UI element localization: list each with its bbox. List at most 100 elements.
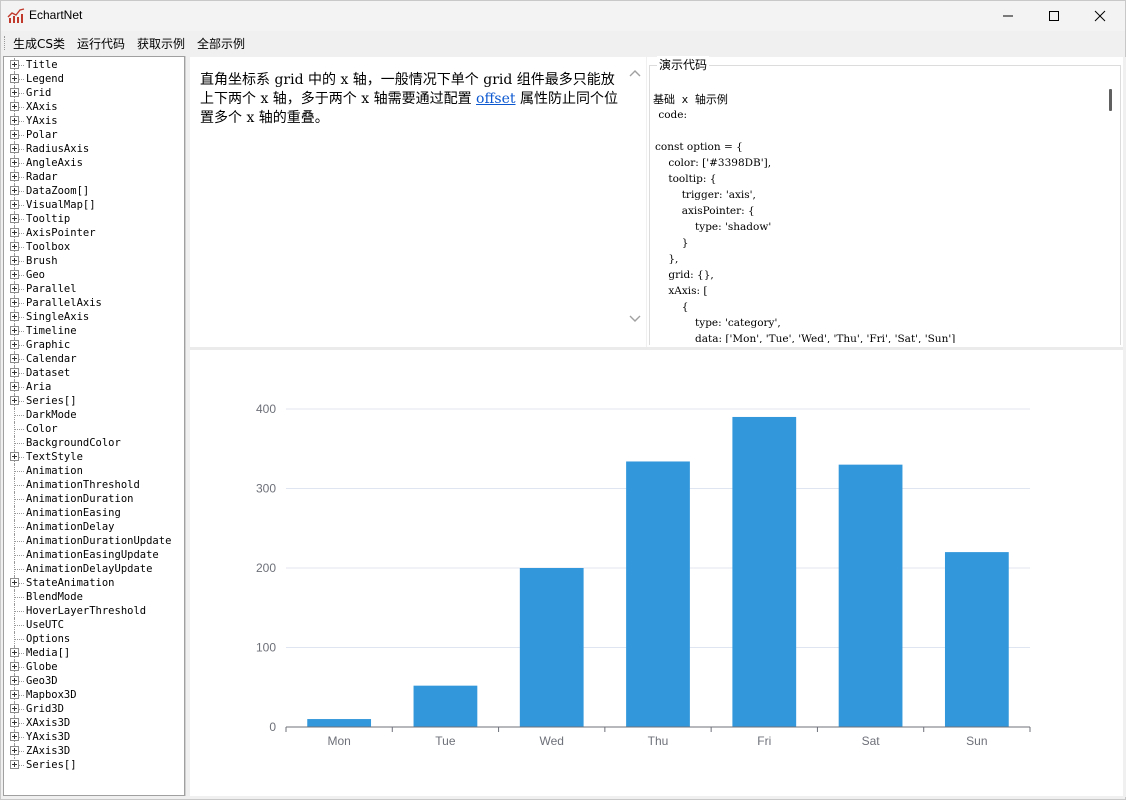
expand-plus-icon[interactable] [10,760,19,769]
expand-plus-icon[interactable] [10,298,19,307]
tree-item[interactable]: AnimationDelay [4,520,184,534]
tree-item[interactable]: HoverLayerThreshold [4,604,184,618]
expand-plus-icon[interactable] [10,130,19,139]
expand-plus-icon[interactable] [10,718,19,727]
menu-generate-cs-class[interactable]: 生成CS类 [13,37,65,51]
expand-plus-icon[interactable] [10,326,19,335]
vertical-splitter[interactable] [185,56,189,796]
tree-item[interactable]: AnimationEasingUpdate [4,548,184,562]
tree-item[interactable]: DarkMode [4,408,184,422]
expand-plus-icon[interactable] [10,312,19,321]
tree-item[interactable]: VisualMap[] [4,198,184,212]
expand-plus-icon[interactable] [10,144,19,153]
tree-item[interactable]: Brush [4,254,184,268]
tree-item[interactable]: Aria [4,380,184,394]
tree-item[interactable]: SingleAxis [4,310,184,324]
tree-item[interactable]: XAxis3D [4,716,184,730]
expand-plus-icon[interactable] [10,242,19,251]
tree-item[interactable]: ParallelAxis [4,296,184,310]
expand-plus-icon[interactable] [10,452,19,461]
offset-link[interactable]: offset [476,91,516,107]
expand-plus-icon[interactable] [10,368,19,377]
bar[interactable] [732,416,797,727]
bar[interactable] [307,719,372,727]
expand-plus-icon[interactable] [10,214,19,223]
close-button[interactable] [1077,1,1123,31]
expand-plus-icon[interactable] [10,690,19,699]
expand-plus-icon[interactable] [10,340,19,349]
tree-item[interactable]: Media[] [4,646,184,660]
code-textbox[interactable]: 基础 x 轴示例 code: const option = { color: [… [653,73,1105,343]
tree-item[interactable]: Animation [4,464,184,478]
tree-item[interactable]: Options [4,632,184,646]
bar[interactable] [944,552,1009,727]
scroll-up-arrow-icon[interactable] [628,67,642,79]
tree-item[interactable]: Geo3D [4,674,184,688]
tree-item[interactable]: Graphic [4,338,184,352]
menu-get-example[interactable]: 获取示例 [137,37,186,51]
tree-item[interactable]: XAxis [4,100,184,114]
expand-plus-icon[interactable] [10,354,19,363]
tree-item[interactable]: Polar [4,128,184,142]
expand-plus-icon[interactable] [10,732,19,741]
tree-item[interactable]: Grid3D [4,702,184,716]
tree-item[interactable]: UseUTC [4,618,184,632]
expand-plus-icon[interactable] [10,578,19,587]
tree-item[interactable]: BackgroundColor [4,436,184,450]
tree-item[interactable]: AnimationThreshold [4,478,184,492]
tree-item[interactable]: Dataset [4,366,184,380]
tree-item[interactable]: AxisPointer [4,226,184,240]
tree-item[interactable]: TextStyle [4,450,184,464]
tree-item[interactable]: StateAnimation [4,576,184,590]
tree-item[interactable]: Timeline [4,324,184,338]
tree-item[interactable]: Title [4,58,184,72]
expand-plus-icon[interactable] [10,382,19,391]
expand-plus-icon[interactable] [10,284,19,293]
tree-item[interactable]: BlendMode [4,590,184,604]
expand-plus-icon[interactable] [10,256,19,265]
tree-item[interactable]: RadiusAxis [4,142,184,156]
expand-plus-icon[interactable] [10,88,19,97]
tree-item[interactable]: AnimationDelayUpdate [4,562,184,576]
tree-item[interactable]: YAxis3D [4,730,184,744]
expand-plus-icon[interactable] [10,200,19,209]
scroll-down-arrow-icon[interactable] [628,313,642,325]
tree-item[interactable]: Series[] [4,394,184,408]
code-scrollbar-thumb[interactable] [1109,89,1112,111]
tree-item[interactable]: Mapbox3D [4,688,184,702]
expand-plus-icon[interactable] [10,158,19,167]
expand-plus-icon[interactable] [10,228,19,237]
expand-plus-icon[interactable] [10,172,19,181]
tree-item[interactable]: AngleAxis [4,156,184,170]
tree-item[interactable]: Tooltip [4,212,184,226]
menu-all-examples[interactable]: 全部示例 [197,37,246,51]
expand-plus-icon[interactable] [10,116,19,125]
expand-plus-icon[interactable] [10,102,19,111]
tree-item[interactable]: DataZoom[] [4,184,184,198]
expand-plus-icon[interactable] [10,396,19,405]
tree-item[interactable]: Geo [4,268,184,282]
option-tree[interactable]: Title Legend Grid XAxis YAxis Polar RadiusAxis… [3,56,185,796]
tree-item[interactable]: Calendar [4,352,184,366]
tree-item[interactable]: Grid [4,86,184,100]
tree-item[interactable]: AnimationDurationUpdate [4,534,184,548]
bar[interactable] [519,568,584,727]
tree-item[interactable]: Color [4,422,184,436]
menu-run-code[interactable]: 运行代码 [77,37,126,51]
expand-plus-icon[interactable] [10,662,19,671]
tree-item[interactable]: ZAxis3D [4,744,184,758]
bar[interactable] [413,685,478,727]
tree-item[interactable]: Legend [4,72,184,86]
expand-plus-icon[interactable] [10,270,19,279]
minimize-button[interactable] [985,1,1031,31]
expand-plus-icon[interactable] [10,74,19,83]
tree-item[interactable]: Radar [4,170,184,184]
expand-plus-icon[interactable] [10,186,19,195]
tree-item[interactable]: Parallel [4,282,184,296]
tree-item[interactable]: AnimationEasing [4,506,184,520]
expand-plus-icon[interactable] [10,746,19,755]
expand-plus-icon[interactable] [10,648,19,657]
tree-item[interactable]: Series[] [4,758,184,772]
tree-item[interactable]: Globe [4,660,184,674]
bar[interactable] [838,464,903,727]
